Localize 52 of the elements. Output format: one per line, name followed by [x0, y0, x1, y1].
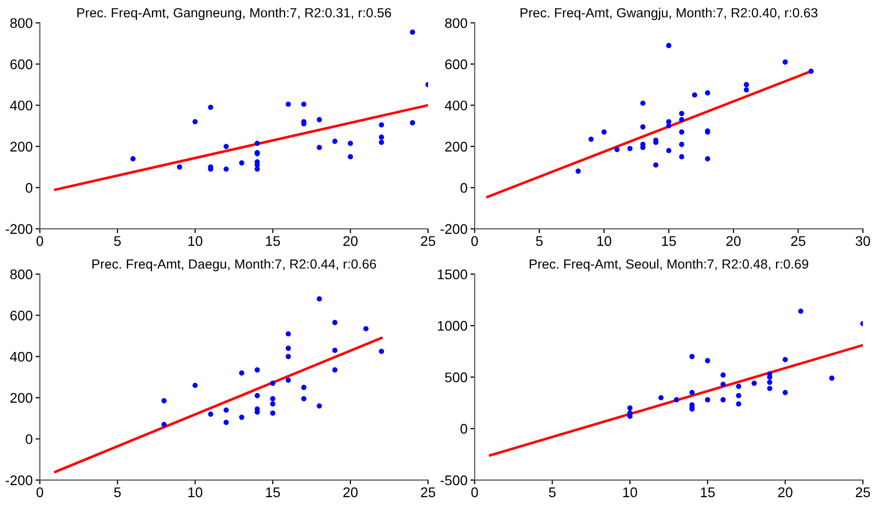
y-tick-label: 400 — [444, 100, 468, 110]
x-tick-label: 10 — [188, 487, 202, 498]
chart-title: Prec. Freq-Amt, Gangneung, Month:7, R2:0.31, r:0.56 — [77, 8, 392, 20]
x-tick-label: 5 — [548, 488, 556, 498]
x-tick-label: 10 — [188, 236, 202, 246]
x-tick-label: 10 — [597, 236, 612, 246]
x-tick-label: 0 — [36, 487, 44, 498]
x-tick-label: 25 — [791, 236, 806, 246]
x-tick-label: 10 — [623, 487, 638, 498]
y-tick-label: -200 — [440, 224, 468, 234]
y-tick-label: 800 — [10, 18, 32, 28]
x-tick-label: 15 — [266, 488, 280, 498]
y-tick-label: 200 — [10, 142, 32, 152]
x-tick-label: 25 — [421, 487, 436, 498]
x-tick-label: 5 — [536, 236, 543, 246]
y-tick-label: -200 — [6, 475, 32, 486]
y-tick-label: 600 — [10, 310, 32, 320]
y-tick-label: 400 — [10, 352, 32, 362]
y-tick-label: 600 — [445, 59, 468, 70]
chart-title: Prec. Freq-Amt, Daegu, Month:7, R2:0.44, r:0.66 — [92, 258, 376, 272]
y-tick-label: 600 — [10, 59, 32, 70]
x-tick-label: 30 — [856, 236, 870, 246]
y-tick-label: 800 — [445, 18, 468, 28]
y-tick-label: -500 — [440, 475, 468, 486]
x-tick-label: 5 — [114, 488, 121, 498]
x-tick-label: 0 — [36, 236, 44, 246]
x-tick-label: 0 — [471, 236, 478, 246]
y-tick-label: 500 — [445, 372, 468, 382]
x-tick-label: 20 — [343, 236, 358, 246]
x-tick-label: 25 — [856, 487, 870, 498]
x-tick-label: 20 — [726, 236, 741, 246]
y-tick-label: 400 — [10, 100, 32, 110]
x-tick-label: 15 — [700, 488, 715, 498]
y-tick-label: -200 — [6, 224, 32, 234]
y-tick-label: 0 — [26, 434, 32, 444]
x-tick-label: 25 — [421, 236, 436, 246]
x-tick-label: 15 — [266, 236, 280, 246]
x-tick-label: 0 — [471, 487, 478, 498]
y-tick-label: 800 — [10, 269, 32, 280]
y-tick-label: 0 — [26, 182, 32, 193]
y-tick-label: 0 — [460, 182, 468, 193]
x-tick-label: 5 — [114, 236, 121, 246]
y-tick-label: 1500 — [438, 269, 468, 280]
chart-title: Prec. Freq-Amt, Gwangju, Month:7, R2:0.40, r:0.63 — [520, 8, 818, 20]
y-tick-label: 1000 — [438, 320, 468, 331]
y-tick-label: 200 — [445, 142, 468, 152]
chart-title: Prec. Freq-Amt, Seoul, Month:7, R2:0.48, r:0.69 — [530, 258, 808, 272]
y-tick-label: 0 — [460, 424, 468, 434]
x-tick-label: 15 — [662, 236, 676, 246]
x-tick-label: 20 — [343, 487, 358, 498]
x-tick-label: 20 — [778, 487, 792, 498]
y-tick-label: 200 — [10, 393, 32, 403]
